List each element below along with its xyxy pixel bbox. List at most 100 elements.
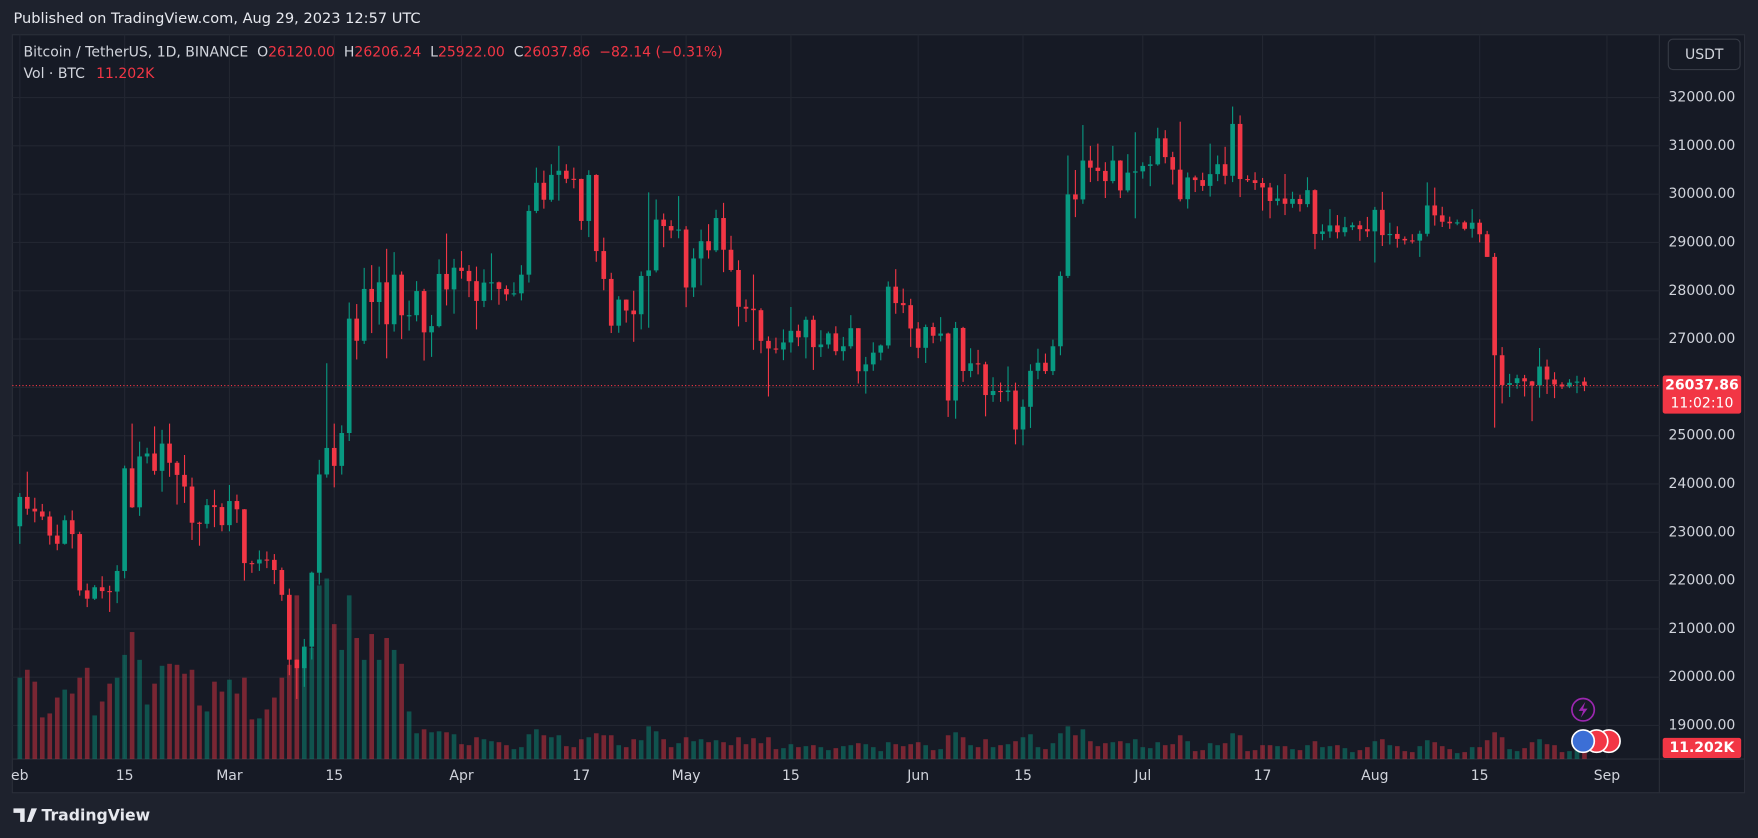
volume-bar: [129, 632, 135, 760]
volume-bar: [1185, 741, 1191, 760]
event-icons: [1571, 697, 1621, 754]
volume-bar: [17, 677, 23, 760]
y-tick-label: 21000.00: [1669, 621, 1736, 637]
candle-body: [391, 274, 397, 325]
candle-body: [638, 275, 644, 315]
volume-bar: [796, 747, 801, 760]
volume-bar: [975, 747, 981, 760]
candle-body: [766, 340, 771, 349]
candle-body: [1529, 381, 1535, 386]
volume-bar: [1088, 741, 1093, 760]
candle-body: [474, 281, 479, 301]
candle-body: [1290, 198, 1295, 204]
volume-bar: [77, 677, 83, 760]
candle-body: [676, 229, 681, 231]
volume-title: Vol · BTC: [24, 66, 86, 82]
volume-bar: [212, 681, 217, 760]
candle-body: [257, 559, 262, 564]
volume-bar: [1170, 744, 1176, 760]
volume-bar: [534, 729, 539, 760]
high-value: 26206.24: [354, 45, 421, 61]
y-tick-label: 24000.00: [1669, 476, 1736, 492]
volume-bar: [107, 683, 112, 760]
volume-bar: [728, 745, 734, 760]
volume-bar: [938, 749, 943, 760]
volume-bar: [316, 585, 322, 760]
candle-body: [301, 646, 307, 669]
volume-bar: [885, 742, 891, 760]
candle-body: [227, 501, 232, 526]
close-key: C: [514, 45, 524, 61]
volume-bar: [1155, 742, 1161, 760]
volume-bar: [1230, 733, 1235, 760]
logo-mark: [13, 808, 37, 822]
candle-body: [1297, 198, 1303, 205]
candle-body: [1132, 171, 1138, 173]
candle-body: [1043, 362, 1048, 372]
volume-bar: [923, 745, 928, 760]
candle-body: [137, 456, 142, 508]
low-value: 25922.00: [438, 45, 505, 61]
volume-bar: [713, 740, 719, 760]
volume-bar: [301, 663, 307, 760]
x-tick-label: Apr: [449, 768, 473, 784]
volume-bar: [287, 664, 292, 760]
volume-bar: [826, 750, 831, 760]
volume-bar: [1335, 745, 1340, 760]
volume-bar: [870, 747, 876, 760]
volume-bar: [1282, 746, 1288, 760]
candle-body: [159, 443, 165, 471]
volume-bar: [99, 701, 105, 760]
volume-bar: [167, 663, 172, 760]
candle-body: [84, 590, 90, 599]
event-flag[interactable]: [1571, 729, 1596, 754]
candle-body: [1110, 160, 1116, 182]
candle-body: [1275, 198, 1280, 201]
candle-body: [1207, 174, 1213, 186]
volume-bar: [915, 742, 921, 760]
currency-button[interactable]: [1667, 38, 1741, 71]
candle-body: [953, 327, 958, 401]
candle-body: [751, 308, 756, 311]
volume-bar: [122, 654, 127, 760]
volume-bar: [811, 745, 816, 760]
candle-body: [1439, 215, 1445, 222]
volume-bar: [1305, 745, 1310, 760]
candle-body: [32, 508, 38, 512]
candle-body: [758, 310, 764, 341]
volume-bar: [219, 691, 225, 760]
y-tick-label: 20000.00: [1669, 669, 1736, 685]
volume-bar: [945, 735, 951, 760]
candle-body: [174, 462, 180, 475]
y-tick-label: 28000.00: [1669, 283, 1736, 299]
volume-bar: [474, 737, 479, 760]
published-note: Published on TradingView.com, Aug 29, 20…: [13, 10, 420, 27]
candle-body: [1417, 233, 1423, 241]
volume-bar: [653, 731, 659, 760]
candle-body: [249, 563, 255, 565]
candle-body: [908, 305, 914, 329]
x-tick-label: Jul: [1133, 768, 1151, 784]
volume-bar: [1147, 748, 1153, 760]
candle-body: [489, 282, 494, 284]
last-price-box: [1662, 375, 1742, 414]
candle-body: [466, 270, 472, 282]
candle-body: [833, 333, 839, 352]
volume-bar: [174, 664, 180, 760]
candle-body: [369, 288, 374, 303]
volume-bar: [1327, 746, 1333, 760]
candle-body: [1050, 346, 1056, 372]
volume-bar: [159, 665, 165, 760]
currency-label[interactable]: USDT: [1685, 47, 1724, 63]
candle-body: [414, 291, 419, 316]
candle-body: [436, 273, 442, 327]
volume-bar: [511, 749, 517, 760]
candle-body: [646, 270, 651, 276]
candle-body: [1335, 225, 1340, 233]
volume-bar: [429, 732, 434, 760]
volume-bar: [421, 729, 427, 760]
volume-bar: [549, 737, 554, 760]
x-tick-label: Aug: [1361, 768, 1388, 784]
candle-body: [1394, 233, 1400, 239]
